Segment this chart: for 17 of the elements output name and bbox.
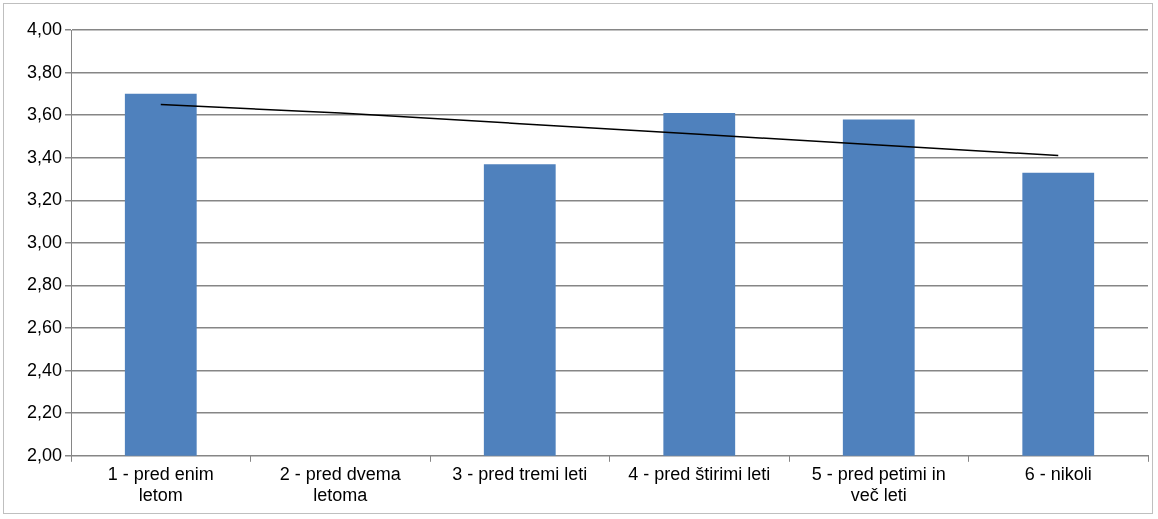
y-tick-label: 3,60	[26, 104, 63, 125]
y-tick-label: 2,00	[26, 444, 63, 465]
y-tick-label: 3,00	[26, 231, 63, 252]
x-tick-label: 2 - pred dvema letoma	[279, 463, 402, 506]
y-tick-label: 3,40	[26, 146, 63, 167]
y-tick-label: 4,00	[26, 18, 63, 39]
y-tick-label: 2,80	[26, 274, 63, 295]
x-tick-label: 3 - pred tremi leti	[452, 463, 588, 484]
x-tick-label: 5 - pred petimi in več leti	[811, 463, 946, 506]
y-tick-label: 3,20	[26, 189, 63, 210]
y-tick-label: 2,40	[26, 359, 63, 380]
x-tick-label: 1 - pred enim letom	[107, 463, 214, 506]
y-tick-label: 3,80	[26, 61, 63, 82]
x-tick-label: 6 - nikoli	[1024, 463, 1092, 484]
y-tick-label: 2,60	[26, 317, 63, 338]
y-tick-label: 2,20	[26, 402, 63, 423]
x-tick-label: 4 - pred štirimi leti	[628, 463, 771, 484]
